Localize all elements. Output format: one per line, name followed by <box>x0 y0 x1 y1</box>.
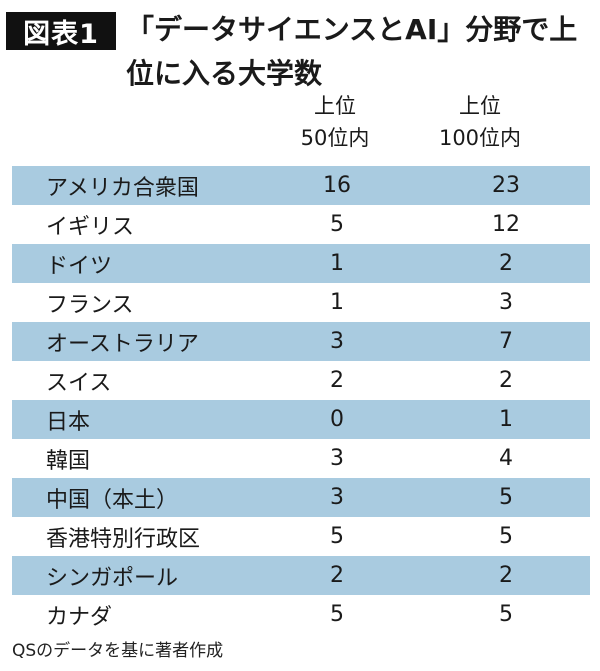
top50-cell: 0 <box>292 407 382 432</box>
column-header-top50-line2: 50位内 <box>280 122 390 154</box>
top50-cell: 2 <box>292 368 382 393</box>
table-row: アメリカ合衆国 16 23 <box>12 166 590 205</box>
top100-cell: 2 <box>436 251 576 276</box>
table-row: ドイツ 1 2 <box>12 244 590 283</box>
top100-cell: 5 <box>436 485 576 510</box>
top100-cell: 2 <box>436 368 576 393</box>
top100-cell: 23 <box>436 173 576 198</box>
table-row: カナダ 5 5 <box>12 595 590 634</box>
figure-label: 図表1 <box>6 12 116 50</box>
table-row: 韓国 3 4 <box>12 439 590 478</box>
table-row: フランス 1 3 <box>12 283 590 322</box>
country-cell: 香港特別行政区 <box>12 521 292 553</box>
top100-cell: 3 <box>436 290 576 315</box>
top50-cell: 2 <box>292 563 382 588</box>
column-header-top100-line1: 上位 <box>420 90 540 122</box>
source-note: QSのデータを基に著者作成 <box>12 636 223 661</box>
country-cell: オーストラリア <box>12 326 292 358</box>
figure-title: 「データサイエンスとAI」分野で上位に入る大学数 <box>126 8 596 96</box>
country-cell: 中国（本土） <box>12 482 292 514</box>
top50-cell: 5 <box>292 524 382 549</box>
top50-cell: 5 <box>292 602 382 627</box>
top100-cell: 5 <box>436 602 576 627</box>
top50-cell: 3 <box>292 446 382 471</box>
table-row: オーストラリア 3 7 <box>12 322 590 361</box>
country-cell: アメリカ合衆国 <box>12 170 292 202</box>
country-cell: スイス <box>12 365 292 397</box>
table-row: イギリス 5 12 <box>12 205 590 244</box>
top50-cell: 3 <box>292 485 382 510</box>
country-cell: 韓国 <box>12 443 292 475</box>
top100-cell: 1 <box>436 407 576 432</box>
top50-cell: 1 <box>292 290 382 315</box>
column-header-top100-line2: 100位内 <box>420 122 540 154</box>
table-row: 中国（本土） 3 5 <box>12 478 590 517</box>
top100-cell: 12 <box>436 212 576 237</box>
top100-cell: 2 <box>436 563 576 588</box>
country-cell: 日本 <box>12 404 292 436</box>
table-row: スイス 2 2 <box>12 361 590 400</box>
table-row: 香港特別行政区 5 5 <box>12 517 590 556</box>
top100-cell: 7 <box>436 329 576 354</box>
country-cell: カナダ <box>12 599 292 631</box>
ranking-table: アメリカ合衆国 16 23 イギリス 5 12 ドイツ 1 2 フランス 1 3… <box>12 166 590 634</box>
column-header-top50: 上位 50位内 <box>280 90 390 154</box>
top50-cell: 1 <box>292 251 382 276</box>
top100-cell: 5 <box>436 524 576 549</box>
top50-cell: 16 <box>292 173 382 198</box>
country-cell: シンガポール <box>12 560 292 592</box>
country-cell: フランス <box>12 287 292 319</box>
country-cell: ドイツ <box>12 248 292 280</box>
country-cell: イギリス <box>12 209 292 241</box>
column-header-top100: 上位 100位内 <box>420 90 540 154</box>
top50-cell: 3 <box>292 329 382 354</box>
table-row: シンガポール 2 2 <box>12 556 590 595</box>
table-row: 日本 0 1 <box>12 400 590 439</box>
top50-cell: 5 <box>292 212 382 237</box>
column-header-top50-line1: 上位 <box>280 90 390 122</box>
top100-cell: 4 <box>436 446 576 471</box>
